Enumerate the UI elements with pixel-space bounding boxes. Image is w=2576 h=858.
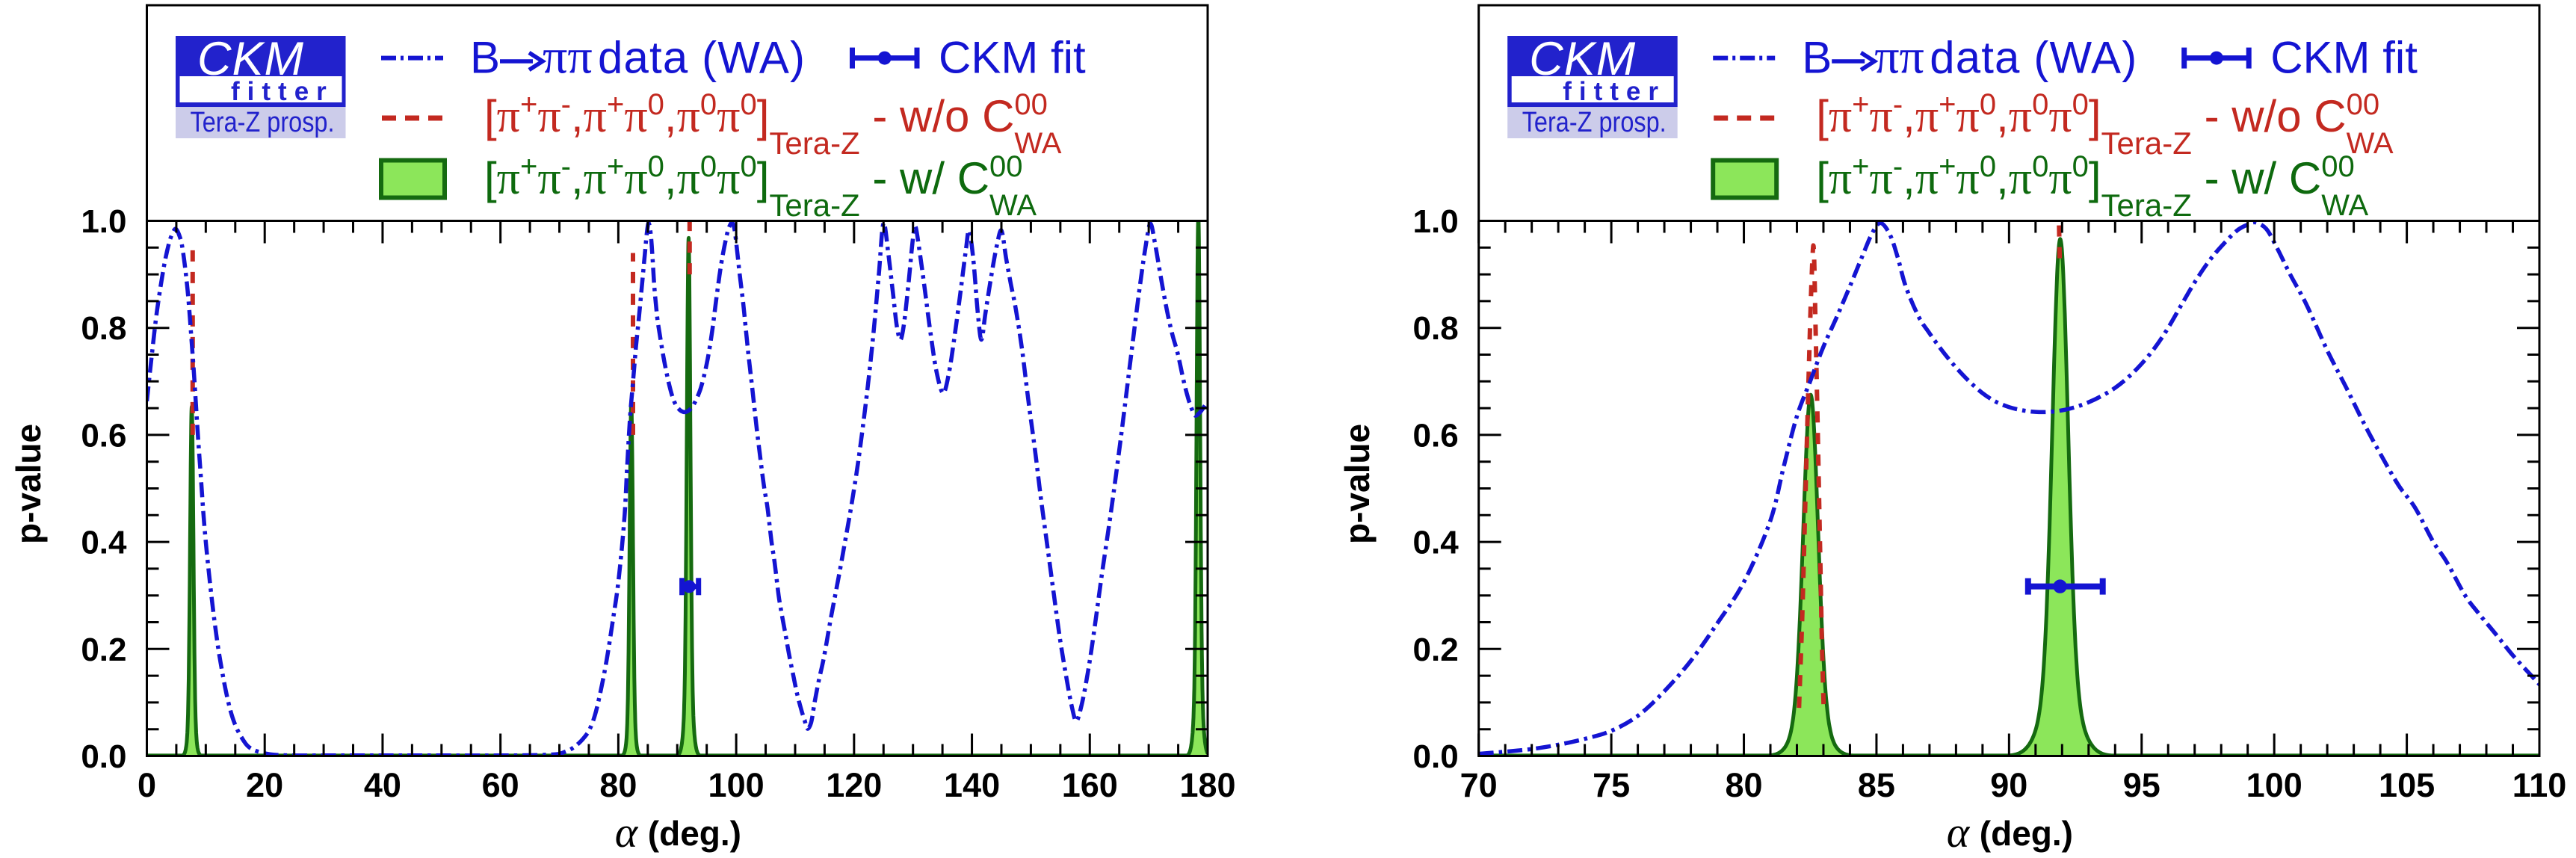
svg-text:105: 105 [2379,766,2435,804]
svg-text:20: 20 [246,766,283,804]
svg-text:(deg.): (deg.) [648,814,741,853]
svg-text:fitter: fitter [231,77,334,106]
svg-text:95: 95 [2123,766,2160,804]
svg-text:80: 80 [599,766,637,804]
svg-text:0.4: 0.4 [1413,525,1460,561]
svg-text:fitter: fitter [1563,77,1666,106]
svg-text:80: 80 [1725,766,1762,804]
svg-text:(deg.): (deg.) [1980,814,2073,853]
svg-text:0.8: 0.8 [1413,310,1459,347]
svg-text:0.4: 0.4 [81,525,127,561]
svg-text:α: α [1947,808,1971,857]
svg-text:0.0: 0.0 [1413,738,1459,775]
svg-text:B: B [1802,33,1832,83]
svg-text:0.2: 0.2 [1413,632,1459,668]
svg-text:40: 40 [364,766,401,804]
svg-text:p-value: p-value [1338,424,1377,544]
svg-text:180: 180 [1179,766,1235,804]
svg-text:75: 75 [1593,766,1630,804]
svg-text:Tera-Z prosp.: Tera-Z prosp. [191,107,335,138]
svg-text:CKM fit: CKM fit [939,33,1086,83]
svg-text:160: 160 [1062,766,1118,804]
svg-text:data (WA): data (WA) [1930,33,2137,83]
svg-text:70: 70 [1460,766,1498,804]
svg-text:ππ: ππ [1874,30,1924,84]
svg-text:0: 0 [138,766,156,804]
svg-text:α: α [615,808,639,857]
svg-text:0.6: 0.6 [81,417,126,454]
svg-text:1.0: 1.0 [81,203,126,240]
svg-text:B: B [470,33,500,83]
svg-text:110: 110 [2512,766,2567,804]
svg-text:100: 100 [708,766,765,804]
svg-text:CKM fit: CKM fit [2270,33,2418,83]
svg-text:0.2: 0.2 [81,632,126,668]
svg-text:0.0: 0.0 [81,738,126,775]
svg-text:140: 140 [944,766,1000,804]
svg-text:Tera-Z prosp.: Tera-Z prosp. [1522,107,1667,138]
svg-text:85: 85 [1858,766,1895,804]
svg-text:120: 120 [826,766,882,804]
svg-text:100: 100 [2246,766,2302,804]
svg-text:0.8: 0.8 [81,310,126,347]
svg-text:CKM: CKM [197,33,304,85]
svg-text:90: 90 [1990,766,2027,804]
svg-text:60: 60 [482,766,519,804]
svg-text:1.0: 1.0 [1413,203,1459,240]
svg-text:data (WA): data (WA) [598,33,805,83]
svg-text:p-value: p-value [9,424,48,544]
svg-text:CKM: CKM [1529,33,1636,85]
svg-text:ππ: ππ [543,30,593,84]
svg-text:0.6: 0.6 [1413,417,1459,454]
